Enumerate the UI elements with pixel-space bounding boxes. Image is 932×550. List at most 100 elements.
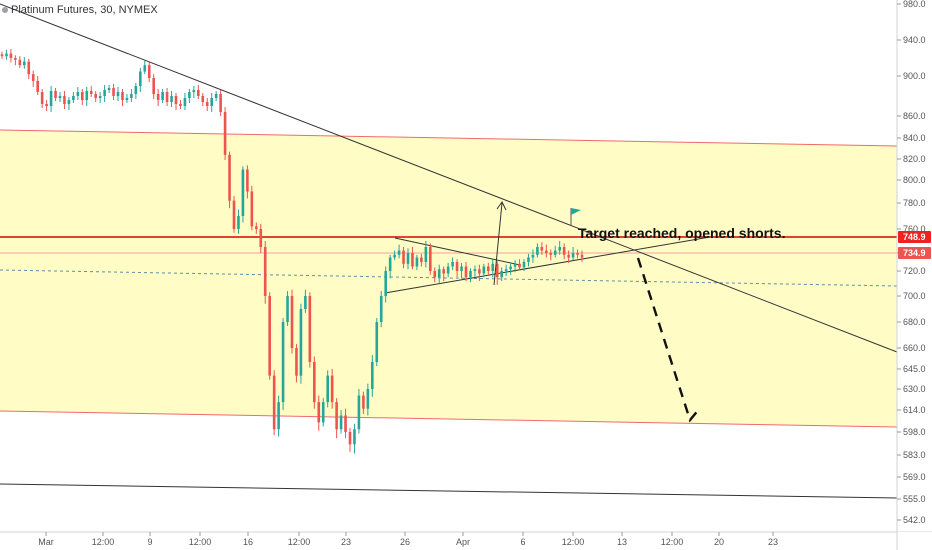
candle-body	[433, 271, 437, 278]
candle-body	[402, 250, 405, 264]
price-tick-label: 940.0	[903, 35, 926, 45]
projection-dashed-path	[636, 257, 701, 423]
candle-body	[121, 92, 124, 100]
candle-body	[460, 266, 463, 271]
candle-body	[299, 309, 303, 376]
candle-body	[18, 59, 22, 66]
candle-body	[228, 154, 231, 201]
candle-body	[335, 402, 338, 430]
candle-body	[469, 271, 472, 278]
price-tick-label: 614.0	[903, 405, 926, 415]
candle-body	[487, 266, 490, 271]
candle-body	[536, 247, 539, 255]
symbol-header: Platinum Futures, 30, NYMEX	[2, 4, 158, 16]
time-axis[interactable]	[0, 532, 932, 550]
price-tick-label: 630.0	[903, 384, 926, 394]
time-tick-label: Apr	[456, 537, 470, 547]
candle-body	[130, 94, 133, 98]
candle-body	[143, 65, 147, 72]
candle-body	[241, 169, 245, 216]
candle-body	[545, 250, 548, 253]
up-arrow-shaft	[493, 202, 503, 286]
time-tick-label: 20	[714, 537, 724, 547]
candle-body	[513, 263, 517, 267]
price-tick-label: 800.0	[903, 175, 926, 185]
candle-body	[549, 253, 553, 255]
candle-body	[255, 226, 258, 229]
candle-body	[491, 263, 495, 271]
candle-body	[250, 191, 254, 227]
candle-body	[183, 98, 187, 106]
status-dot-icon	[2, 7, 8, 13]
channel-top-line	[0, 129, 898, 147]
candle-body	[509, 266, 512, 270]
candle-body	[317, 402, 321, 423]
time-tick-label: 26	[400, 537, 410, 547]
price-tag	[898, 231, 931, 243]
axis-corner	[897, 532, 932, 550]
candle-body	[495, 263, 499, 278]
candle-body	[473, 269, 477, 271]
candle-body	[379, 296, 383, 322]
candle-body	[0, 54, 4, 57]
price-tick-label: 840.0	[903, 133, 926, 143]
candle-body	[263, 247, 267, 296]
candle-body	[188, 92, 191, 98]
candle-body	[348, 432, 352, 445]
candle-body	[272, 375, 276, 430]
candle-body	[36, 81, 39, 92]
candle-body	[81, 92, 84, 100]
candle-body	[259, 229, 263, 247]
price-tick-label: 820.0	[903, 154, 926, 164]
candle-body	[27, 61, 31, 75]
descending-trend-line	[0, 3, 898, 353]
time-tick-label: 9	[147, 537, 152, 547]
candle-body	[89, 91, 93, 94]
candle-body	[219, 94, 222, 112]
candle-body	[67, 100, 71, 104]
candle-body	[103, 90, 106, 96]
price-tick-label: 900.0	[903, 71, 926, 81]
candle-body	[304, 296, 307, 309]
candle-body	[179, 104, 182, 106]
candle-body	[576, 253, 579, 255]
candle-body	[384, 271, 387, 296]
candle-body	[429, 247, 432, 271]
candle-body	[558, 247, 561, 251]
up-arrow-head	[496, 201, 507, 211]
candle-body	[94, 94, 97, 98]
candle-body	[522, 262, 526, 268]
candle-body	[437, 269, 441, 278]
candle-body	[205, 102, 209, 106]
price-tick-label: 555.0	[903, 494, 926, 504]
channel-fill	[0, 130, 897, 427]
candle-body	[237, 216, 240, 229]
ascending-support-line	[384, 236, 711, 294]
candle-body	[246, 169, 249, 192]
symbol-line: Platinum Futures, 30, NYMEX	[11, 4, 158, 16]
candle-body	[76, 92, 80, 96]
candle-body	[116, 92, 120, 96]
time-tick-label: 23	[341, 537, 351, 547]
candle-body	[98, 96, 102, 98]
annotation-text: Target reached, opened shorts.	[578, 225, 785, 241]
candle-body	[518, 263, 521, 268]
candle-body	[388, 257, 392, 271]
candle-body	[531, 254, 535, 258]
candle-body	[112, 88, 115, 96]
price-axis[interactable]	[897, 0, 932, 532]
candle-body	[353, 429, 356, 445]
candle-body	[446, 266, 450, 274]
candle-body	[455, 262, 459, 271]
candle-body	[371, 362, 374, 389]
candle-body	[125, 98, 129, 100]
candle-body	[54, 91, 57, 98]
candle-body	[339, 415, 343, 430]
price-tick-label: 645.0	[903, 364, 926, 374]
candle-body	[553, 250, 557, 255]
price-tick-label: 700.0	[903, 291, 926, 301]
triangle-upper-line	[394, 237, 521, 266]
candle-body	[571, 253, 575, 258]
price-tick-label: 980.0	[903, 0, 926, 9]
